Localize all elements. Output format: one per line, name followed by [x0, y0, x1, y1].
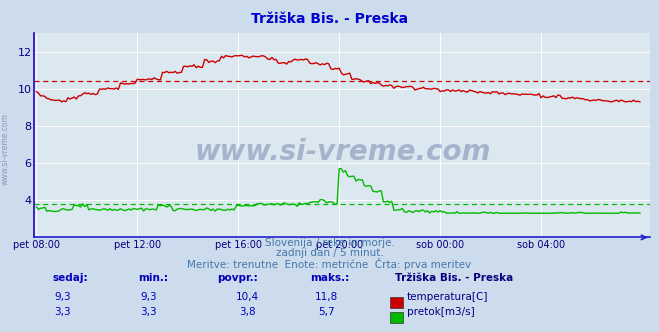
Text: 3,3: 3,3: [140, 307, 157, 317]
Text: 9,3: 9,3: [140, 292, 157, 302]
Text: Tržiška Bis. - Preska: Tržiška Bis. - Preska: [395, 273, 513, 283]
Text: povpr.:: povpr.:: [217, 273, 258, 283]
Text: 9,3: 9,3: [54, 292, 71, 302]
Text: 5,7: 5,7: [318, 307, 335, 317]
Text: temperatura[C]: temperatura[C]: [407, 292, 488, 302]
Text: 3,3: 3,3: [54, 307, 71, 317]
Text: pretok[m3/s]: pretok[m3/s]: [407, 307, 474, 317]
Text: maks.:: maks.:: [310, 273, 349, 283]
Text: 10,4: 10,4: [235, 292, 259, 302]
Text: Tržiška Bis. - Preska: Tržiška Bis. - Preska: [251, 12, 408, 26]
Text: sedaj:: sedaj:: [53, 273, 88, 283]
Text: 3,8: 3,8: [239, 307, 256, 317]
Text: www.si-vreme.com: www.si-vreme.com: [1, 114, 10, 185]
Text: min.:: min.:: [138, 273, 169, 283]
Text: Slovenija / reke in morje.: Slovenija / reke in morje.: [264, 238, 395, 248]
Text: zadnji dan / 5 minut.: zadnji dan / 5 minut.: [275, 248, 384, 258]
Text: Meritve: trenutne  Enote: metrične  Črta: prva meritev: Meritve: trenutne Enote: metrične Črta: …: [187, 258, 472, 270]
Text: www.si-vreme.com: www.si-vreme.com: [194, 138, 490, 166]
Text: 11,8: 11,8: [314, 292, 338, 302]
